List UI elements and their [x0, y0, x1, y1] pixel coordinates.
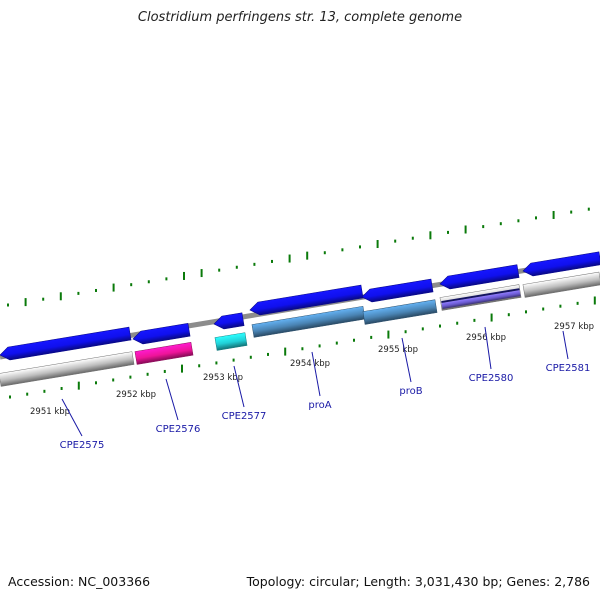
- ruler-ticks: [9, 296, 596, 399]
- ruler-label: 2955 kbp: [378, 345, 418, 355]
- gene-arrow[interactable]: [439, 264, 520, 291]
- cds-bar[interactable]: [0, 351, 135, 387]
- cds-bar[interactable]: [362, 299, 438, 325]
- gene-labels: CPE2575 CPE2576 CPE2577 proA proB CPE2580 CPE2…: [60, 326, 591, 451]
- gene-label-leader: [233, 365, 245, 408]
- gene-label[interactable]: proA: [308, 400, 331, 411]
- gene-track: [0, 251, 600, 361]
- gene-label-leader: [401, 337, 412, 383]
- gene-arrow[interactable]: [213, 312, 245, 331]
- gene-label-leader: [165, 378, 179, 421]
- gene-label[interactable]: CPE2577: [222, 411, 267, 422]
- map-title: Clostridium perfringens str. 13, complet…: [137, 10, 463, 25]
- gene-arrow[interactable]: [0, 326, 132, 361]
- gene-label[interactable]: CPE2576: [156, 424, 201, 435]
- ruler-label: 2956 kbp: [466, 333, 506, 343]
- ruler-label: 2954 kbp: [290, 359, 330, 369]
- gene-label[interactable]: proB: [399, 386, 422, 397]
- gene-arrow[interactable]: [361, 278, 434, 303]
- cds-track: [0, 271, 600, 387]
- cds-bar-overlay: [441, 288, 521, 309]
- ruler-label: 2953 kbp: [203, 373, 243, 383]
- gc-skew-ticks: [7, 207, 590, 307]
- gene-arrow[interactable]: [249, 284, 364, 316]
- cds-bar[interactable]: [522, 271, 600, 298]
- gene-arrow[interactable]: [132, 323, 191, 345]
- topology-text: Topology: circular; Length: 3,031,430 bp…: [246, 574, 590, 589]
- gene-label-leader: [484, 326, 492, 370]
- ruler-label: 2952 kbp: [116, 390, 156, 400]
- ruler-label: 2951 kbp: [30, 407, 70, 417]
- gene-label-leader: [61, 398, 83, 437]
- ruler-labels: 2951 kbp 2952 kbp 2953 kbp 2954 kbp 2955 kbp…: [30, 322, 594, 417]
- gene-label[interactable]: CPE2580: [469, 373, 514, 384]
- gene-label-leader: [562, 330, 569, 360]
- ruler-label: 2957 kbp: [554, 322, 594, 332]
- cds-bar[interactable]: [214, 332, 248, 351]
- gene-label[interactable]: CPE2581: [546, 363, 591, 374]
- gene-label[interactable]: CPE2575: [60, 440, 105, 451]
- cds-bar[interactable]: [134, 342, 194, 365]
- gene-label-leader: [311, 351, 321, 397]
- accession-text: Accession: NC_003366: [8, 574, 151, 589]
